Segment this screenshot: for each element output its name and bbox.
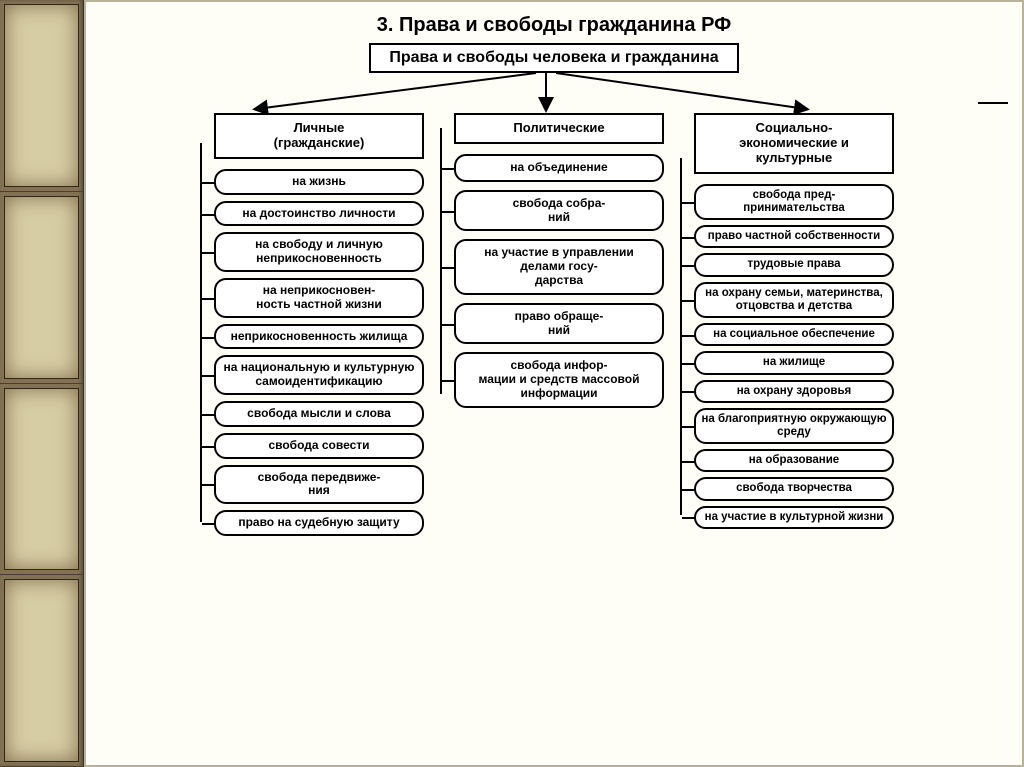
item-node: на жилище xyxy=(694,351,894,374)
column-header: Социально-экономические и культурные xyxy=(694,113,894,174)
thumbnail[interactable] xyxy=(0,192,83,384)
page: 3. Права и свободы гражданина РФ Права и… xyxy=(0,0,1024,767)
item-node: на достоинство личности xyxy=(214,201,424,227)
column-1: Личные(гражданские) на жизнь на достоинств… xyxy=(214,113,424,536)
item-node: трудовые права xyxy=(694,253,894,276)
sidebar-thumbnail-strip xyxy=(0,0,84,767)
thumbnail-preview xyxy=(4,196,79,379)
thumbnail[interactable] xyxy=(0,384,83,576)
thumbnail-preview xyxy=(4,4,79,187)
item-node: на национальную и культурную самоидентиф… xyxy=(214,355,424,395)
items-list: на жизнь на достоинство личности на свобод… xyxy=(214,169,424,536)
item-node: неприкосновенность жилища xyxy=(214,324,424,350)
item-node: на неприкосновен-ность частной жизни xyxy=(214,278,424,318)
item-node: на свободу и личную неприкосновенность xyxy=(214,232,424,272)
thumbnail-preview xyxy=(4,579,79,762)
thumbnail[interactable] xyxy=(0,575,83,767)
slide-content: 3. Права и свободы гражданина РФ Права и… xyxy=(84,0,1024,767)
thumbnail-preview xyxy=(4,388,79,571)
item-node: на охрану семьи, материнства, отцовства … xyxy=(694,282,894,318)
item-node: на образование xyxy=(694,449,894,472)
thumbnail[interactable] xyxy=(0,0,83,192)
item-node: на участие в управлении делами госу-дарс… xyxy=(454,239,664,294)
slide-title: 3. Права и свободы гражданина РФ xyxy=(106,14,1002,37)
item-node: на участие в культурной жизни xyxy=(694,506,894,529)
item-node: свобода инфор-мации и средств массовой и… xyxy=(454,352,664,407)
items-list: свобода пред-принимательства право частно… xyxy=(694,184,894,529)
arrow-connectors xyxy=(106,73,1002,113)
column-header: Личные(гражданские) xyxy=(214,113,424,159)
item-node: свобода пред-принимательства xyxy=(694,184,894,220)
item-node: на благоприятную окружающую среду xyxy=(694,408,894,444)
items-list: на объединение свобода собра-ний на участи… xyxy=(454,154,664,408)
item-node: право частной собственности xyxy=(694,225,894,248)
root-node: Права и свободы человека и гражданина xyxy=(369,43,738,73)
column-2: Политические на объединение свобода собра-… xyxy=(454,113,664,536)
column-3: Социально-экономические и культурные своб… xyxy=(694,113,894,536)
item-node: свобода мысли и слова xyxy=(214,401,424,427)
columns-container: Личные(гражданские) на жизнь на достоинств… xyxy=(106,113,1002,536)
column-header: Политические xyxy=(454,113,664,144)
item-node: свобода творчества xyxy=(694,477,894,500)
item-node: свобода совести xyxy=(214,433,424,459)
item-node: на объединение xyxy=(454,154,664,182)
item-node: право обраще-ний xyxy=(454,303,664,345)
item-node: на социальное обеспечение xyxy=(694,323,894,346)
connector-spine xyxy=(200,143,202,522)
item-node: свобода передвиже-ния xyxy=(214,465,424,505)
item-node: на жизнь xyxy=(214,169,424,195)
item-node: на охрану здоровья xyxy=(694,380,894,403)
item-node: право на судебную защиту xyxy=(214,510,424,536)
item-node: свобода собра-ний xyxy=(454,190,664,232)
